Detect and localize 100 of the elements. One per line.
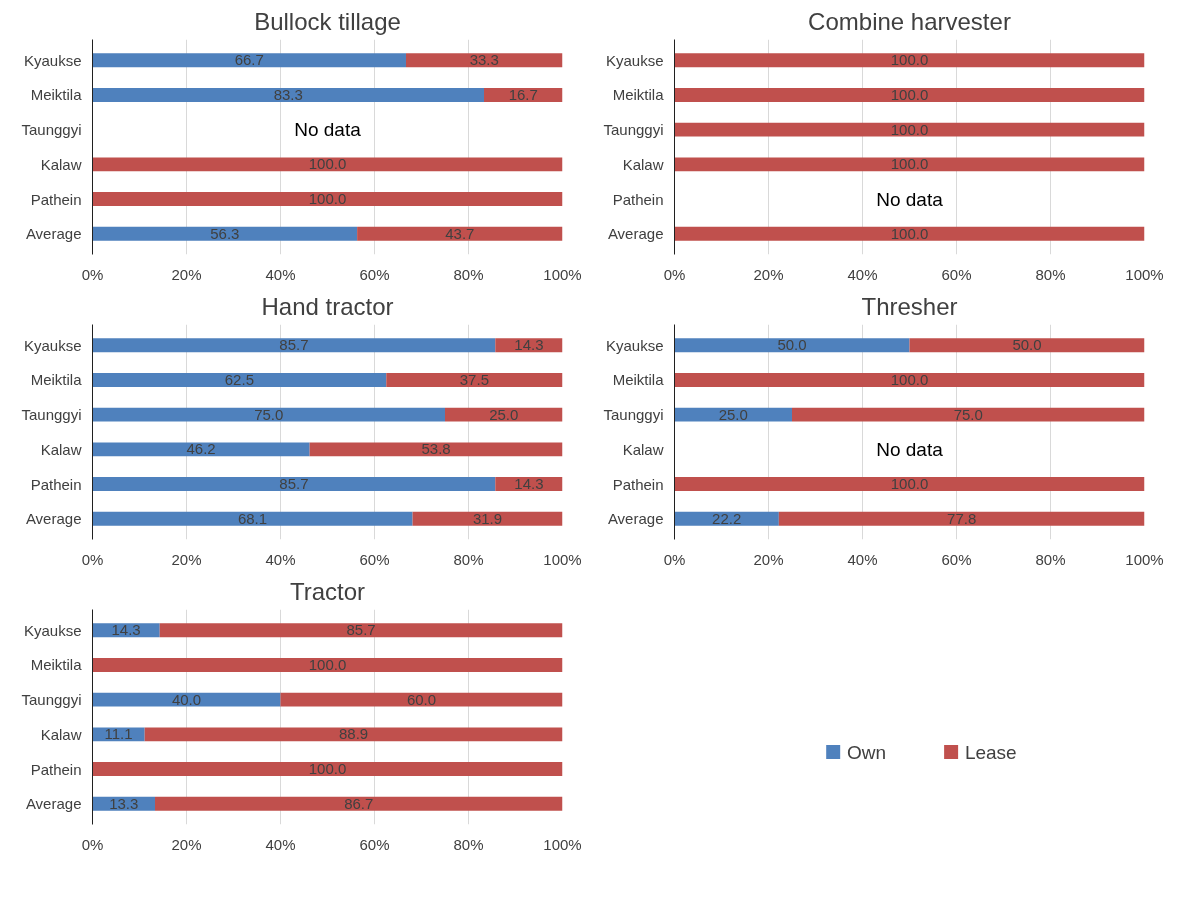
bar <box>792 407 1145 422</box>
data-label: 100.0 <box>890 155 929 173</box>
y-tick-label: Taunggyi <box>603 406 664 424</box>
data-label: 100.0 <box>308 155 347 173</box>
y-tick-label: Kalaw <box>622 155 664 173</box>
chart-title: Thresher <box>861 292 958 320</box>
data-label: 88.9 <box>338 725 369 743</box>
data-label: 100.0 <box>890 224 929 242</box>
bar <box>92 53 406 68</box>
annotation: No data <box>294 119 362 141</box>
x-tick-label: 40% <box>265 835 296 853</box>
bar <box>280 692 563 707</box>
x-tick-label: 60% <box>941 265 972 283</box>
data-label: 13.3 <box>109 794 139 812</box>
bar <box>778 511 1145 526</box>
y-tick-label: Meiktila <box>30 656 83 674</box>
data-label: 100.0 <box>308 190 347 208</box>
data-label: 85.7 <box>346 621 376 639</box>
data-label: 50.0 <box>1012 336 1042 354</box>
bar <box>674 511 779 526</box>
y-tick-label: Kalaw <box>40 155 82 173</box>
x-tick-label: 60% <box>359 265 390 283</box>
data-label: 100.0 <box>308 760 347 778</box>
bar <box>674 338 910 353</box>
annotation: No data <box>876 438 944 460</box>
y-tick-label: Kyaukse <box>23 51 82 69</box>
chart-title: Bullock tillage <box>254 7 401 35</box>
data-label: 100.0 <box>890 120 929 138</box>
y-tick-label: Pathein <box>30 190 82 208</box>
x-tick-label: 40% <box>847 550 878 568</box>
x-tick-label: 0% <box>81 835 104 853</box>
data-label: 56.3 <box>210 224 240 242</box>
x-tick-label: 20% <box>171 835 202 853</box>
data-label: 31.9 <box>472 509 503 527</box>
y-tick-label: Kalaw <box>40 440 82 458</box>
x-tick-label: 100% <box>543 265 582 283</box>
y-tick-label: Pathein <box>612 190 664 208</box>
data-label: 40.0 <box>171 690 202 708</box>
bar <box>155 796 563 811</box>
data-label: 100.0 <box>890 370 929 388</box>
y-tick-label: Meiktila <box>30 371 83 389</box>
bar <box>92 762 563 776</box>
x-tick-label: 0% <box>663 265 686 283</box>
y-tick-label: Average <box>25 225 82 243</box>
y-tick-label: Average <box>607 510 664 528</box>
bar <box>412 511 563 526</box>
x-tick-label: 100% <box>543 550 582 568</box>
x-tick-label: 20% <box>171 265 202 283</box>
legend-label: Own <box>846 741 887 763</box>
data-label: 22.2 <box>712 509 742 527</box>
y-tick-label: Taunggyi <box>21 691 82 709</box>
bar <box>674 477 1145 491</box>
bar <box>909 338 1145 353</box>
data-label: 66.7 <box>234 51 264 69</box>
y-tick-label: Pathein <box>30 760 82 778</box>
y-tick-label: Pathein <box>30 475 82 493</box>
bar <box>357 226 563 241</box>
bar <box>92 658 563 672</box>
data-label: 100.0 <box>890 85 929 103</box>
chart-title: Tractor <box>289 577 366 605</box>
bar <box>92 407 445 422</box>
bar <box>92 338 496 353</box>
x-tick-label: 80% <box>1035 265 1066 283</box>
data-label: 43.7 <box>445 224 475 242</box>
y-tick-label: Taunggyi <box>603 121 664 139</box>
y-tick-label: Pathein <box>612 475 664 493</box>
x-tick-label: 80% <box>453 550 484 568</box>
data-label: 100.0 <box>890 51 929 69</box>
x-tick-label: 0% <box>81 550 104 568</box>
data-label: 83.3 <box>273 85 303 103</box>
x-tick-label: 40% <box>847 265 878 283</box>
y-tick-label: Kalaw <box>622 440 664 458</box>
data-label: 85.7 <box>279 475 309 493</box>
data-label: 75.0 <box>254 405 284 423</box>
bar <box>92 511 413 526</box>
bar <box>674 373 1145 387</box>
data-label: 77.8 <box>947 509 977 527</box>
legend-label: Lease <box>964 741 1017 763</box>
x-tick-label: 20% <box>753 265 784 283</box>
x-tick-label: 100% <box>1125 265 1164 283</box>
data-label: 100.0 <box>890 475 929 493</box>
y-tick-label: Meiktila <box>612 86 665 104</box>
x-tick-label: 60% <box>941 550 972 568</box>
bar <box>92 88 485 102</box>
y-tick-label: Kyaukse <box>23 621 82 639</box>
data-label: 50.0 <box>777 336 807 354</box>
data-label: 100.0 <box>308 655 347 673</box>
x-tick-label: 40% <box>265 550 296 568</box>
data-label: 33.3 <box>469 51 499 69</box>
bar <box>92 477 496 491</box>
x-tick-label: 60% <box>359 550 390 568</box>
x-tick-label: 80% <box>453 265 484 283</box>
chart-title: Hand tractor <box>261 292 394 320</box>
bar <box>405 53 563 68</box>
y-tick-label: Kyaukse <box>605 336 664 354</box>
x-tick-label: 100% <box>1125 550 1164 568</box>
x-tick-label: 60% <box>359 835 390 853</box>
x-tick-label: 80% <box>1035 550 1066 568</box>
bar <box>92 192 563 206</box>
y-tick-label: Average <box>25 510 82 528</box>
